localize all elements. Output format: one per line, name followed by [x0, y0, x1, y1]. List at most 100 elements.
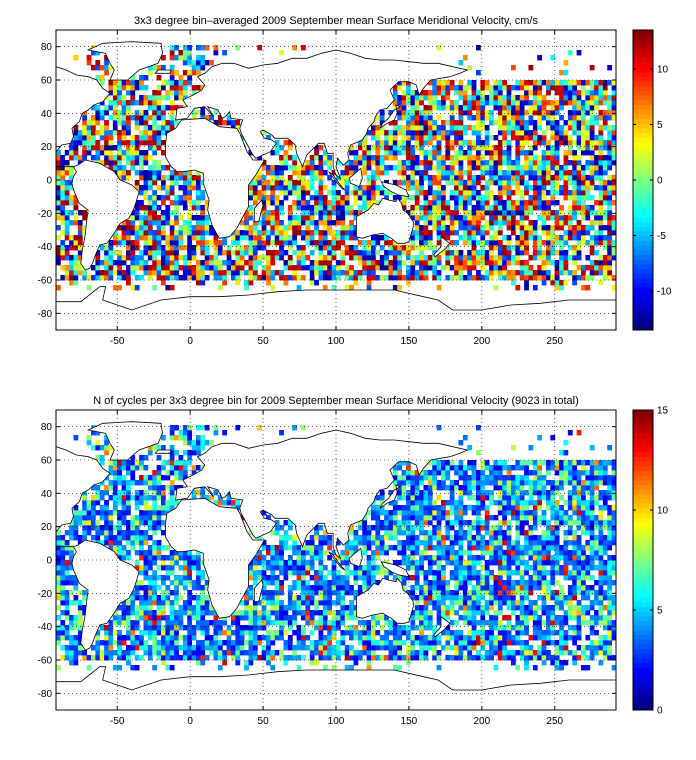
data-cell: [156, 445, 162, 451]
data-cell: [362, 645, 368, 651]
data-cell: [462, 200, 468, 206]
data-cell: [108, 115, 114, 121]
data-cell: [196, 55, 201, 61]
data-cell: [559, 125, 564, 131]
data-cell: [292, 535, 298, 541]
data-cell: [427, 90, 433, 96]
data-cell: [261, 570, 267, 576]
data-cell: [56, 160, 61, 166]
data-cell: [200, 240, 206, 246]
data-cell: [95, 485, 101, 491]
data-cell: [559, 210, 564, 216]
data-cell: [108, 635, 114, 641]
data-cell: [187, 190, 193, 196]
data-cell: [147, 560, 153, 566]
data-cell: [187, 225, 193, 231]
data-cell: [550, 185, 556, 191]
data-cell: [322, 585, 328, 591]
data-cell: [467, 155, 473, 161]
data-cell: [550, 125, 556, 131]
data-cell: [126, 85, 131, 91]
data-cell: [196, 245, 201, 251]
data-cell: [454, 170, 459, 176]
data-cell: [550, 85, 556, 91]
data-cell: [217, 665, 223, 671]
data-cell: [414, 120, 420, 126]
data-cell: [598, 235, 604, 241]
data-cell: [401, 130, 407, 136]
data-cell: [506, 205, 512, 211]
data-cell: [567, 215, 573, 221]
data-cell: [322, 645, 328, 651]
data-cell: [471, 155, 477, 161]
data-cell: [563, 190, 569, 196]
data-cell: [581, 115, 586, 121]
data-cell: [379, 145, 385, 151]
data-cell: [528, 105, 534, 111]
data-cell: [441, 95, 446, 101]
data-cell: [406, 275, 411, 281]
data-cell: [244, 280, 249, 286]
data-cell: [524, 245, 529, 251]
data-cell: [287, 595, 293, 601]
data-cell: [56, 185, 61, 191]
data-cell: [95, 640, 101, 646]
data-cell: [423, 170, 429, 176]
data-cell: [204, 60, 210, 66]
data-cell: [235, 235, 241, 241]
data-cell: [454, 140, 459, 146]
data-cell: [104, 500, 109, 506]
data-cell: [410, 115, 416, 121]
data-cell: [576, 110, 582, 116]
data-cell: [476, 100, 481, 106]
data-cell: [283, 630, 289, 636]
data-cell: [458, 90, 464, 96]
data-cell: [86, 125, 92, 131]
data-cell: [169, 70, 175, 76]
data-cell: [585, 190, 591, 196]
data-cell: [502, 175, 508, 181]
data-cell: [349, 205, 354, 211]
data-cell: [344, 275, 350, 281]
data-cell: [480, 230, 486, 236]
data-cell: [86, 510, 92, 516]
data-cell: [309, 575, 315, 581]
data-cell: [427, 245, 433, 251]
data-cell: [169, 490, 175, 496]
data-cell: [117, 655, 123, 661]
data-cell: [371, 510, 376, 516]
data-cell: [126, 525, 131, 531]
data-cell: [594, 140, 599, 146]
data-cell: [318, 540, 324, 546]
data-cell: [270, 250, 276, 256]
data-cell: [196, 490, 201, 496]
data-cell: [353, 150, 359, 156]
data-cell: [69, 525, 74, 531]
data-cell: [130, 75, 136, 81]
data-cell: [366, 240, 372, 246]
data-cell: [60, 565, 66, 571]
data-cell: [108, 275, 114, 281]
data-cell: [375, 160, 381, 166]
data-cell: [454, 120, 459, 126]
data-cell: [274, 210, 280, 216]
data-cell: [252, 575, 258, 581]
data-cell: [528, 170, 534, 176]
data-cell: [436, 155, 442, 161]
data-cell: [314, 645, 319, 651]
data-cell: [340, 220, 346, 226]
data-cell: [69, 530, 74, 536]
data-cell: [283, 240, 289, 246]
data-cell: [589, 265, 595, 271]
data-cell: [196, 185, 201, 191]
data-cell: [357, 540, 363, 546]
data-cell: [576, 255, 582, 261]
data-cell: [143, 265, 149, 271]
data-cell: [449, 225, 455, 231]
data-cell: [73, 265, 79, 271]
data-cell: [559, 205, 564, 211]
data-cell: [56, 155, 61, 161]
data-cell: [607, 65, 613, 71]
colorbar-swatch: [633, 90, 653, 97]
data-cell: [191, 585, 197, 591]
